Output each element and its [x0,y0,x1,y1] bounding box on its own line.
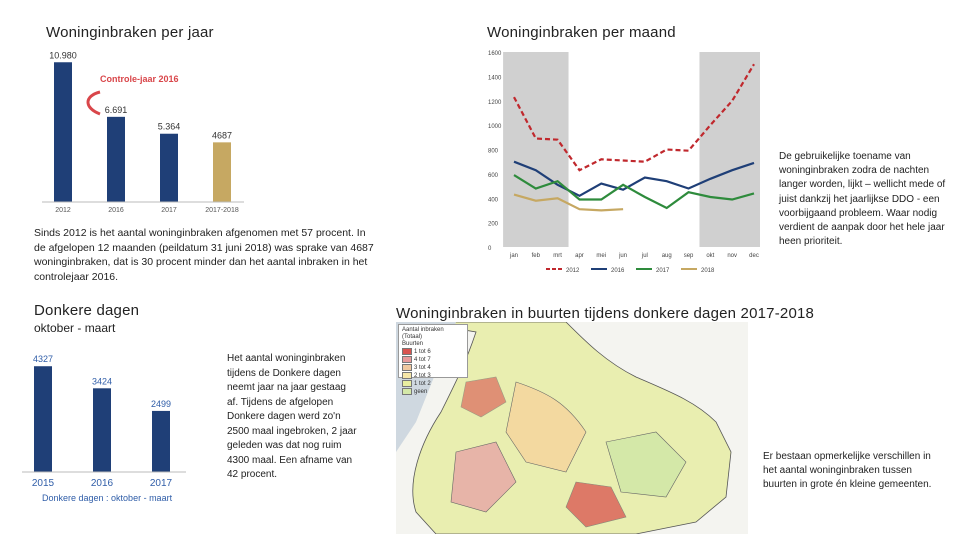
x-tick-label: feb [532,253,541,259]
map-legend-label: geen [414,389,428,396]
map-legend-label: 1 tot 6 [414,349,431,356]
bar-value-label: 4327 [33,354,53,364]
bar-2016 [107,116,125,202]
y-tick-label: 1600 [488,51,502,57]
bar-value-label: 5.364 [158,122,181,132]
map-region-east [605,431,687,498]
x-tick-label: mei [596,253,606,259]
map-legend: Aantal inbraken (Totaal) Buurten 1 tot 6… [398,324,468,395]
text-per-jaar: Sinds 2012 is het aantal woninginbraken … [34,227,374,283]
category-label: 2016 [108,207,124,214]
text-map: Er bestaan opmerkelijke verschillen in h… [763,451,932,491]
bar-2012 [54,62,72,202]
category-label: 2017-2018 [205,207,239,214]
bar-2017 [152,410,170,472]
y-tick-label: 1000 [488,124,502,130]
chart-per-jaar: 10.980 6.691 5.364 4687 2012 2016 2017 2017-20… [42,50,244,214]
bar-2017 [160,133,178,202]
chart-per-maand: 0 200 400 600 800 1000 1200 1400 1600 jan feb mrt a… [488,51,760,274]
donkere-dagen-caption: Donkere dagen : oktober - maart [42,493,173,503]
x-tick-label: nov [727,253,737,259]
bar-value-label: 6.691 [105,105,128,115]
y-tick-label: 600 [488,173,499,179]
map-legend-label: 1 tot 2 [414,381,431,388]
bar-2015 [34,366,52,472]
category-label: 2012 [55,207,71,214]
x-tick-label: sep [684,253,694,259]
map-legend-swatch [402,364,412,372]
x-tick-label: apr [575,253,584,259]
bar-2017-2018 [213,142,231,202]
map-legend-swatch [402,380,412,388]
map-legend-item: 3 tot 4 [402,364,464,372]
map-region-hotspot-north [460,376,507,418]
heading-per-maand: Woninginbraken per maand [487,24,676,41]
y-tick-label: 800 [488,149,499,155]
heading-donkere-dagen: Donkere dagen [34,302,140,319]
map-region-center [505,381,587,473]
controle-arrow [86,90,101,116]
legend-label: 2018 [701,268,715,274]
bar-value-label: 3424 [92,376,112,386]
map-legend-item: 2 tot 3 [402,372,464,380]
x-tick-label: jul [641,253,648,259]
subheading-donkere-dagen: oktober - maart [34,321,116,335]
x-tick-label: jun [618,253,627,259]
x-tick-label: okt [706,253,714,259]
category-label: 2015 [32,478,55,489]
map-region-hotspot [565,481,627,528]
series-line-2018 [513,193,624,212]
y-tick-label: 200 [488,222,499,228]
map-legend-sub: Buurten [402,341,424,347]
map-legend-item: 4 tot 7 [402,356,464,364]
bar-2016 [93,388,111,472]
map-legend-swatch [402,372,412,380]
heading-buurten: Woninginbraken in buurten tijdens donker… [396,305,815,322]
legend-label: 2017 [656,268,670,274]
map-legend-label: 2 tot 3 [414,373,431,380]
controle-annotation: Controle-jaar 2016 [100,74,179,84]
text-donkere-dagen: Het aantal woninginbraken tijdens de Don… [227,353,357,480]
map-legend-label: 3 tot 4 [414,365,431,372]
category-label: 2017 [161,207,177,214]
legend-label: 2016 [611,268,625,274]
x-tick-label: mrt [553,253,562,259]
map-legend-label: 4 tot 7 [414,357,431,364]
shade-donkere-dagen-eind [699,52,760,247]
y-tick-label: 1200 [488,100,502,106]
shade-donkere-dagen-begin [503,52,569,247]
map-legend-swatch [402,348,412,355]
map-legend-swatch [402,388,412,396]
text-per-maand: De gebruikelijke toename van woninginbra… [779,151,946,248]
map-legend-title: Aantal inbraken (Totaal) [402,327,444,340]
map-legend-item: geen [402,388,464,396]
y-tick-label: 1400 [488,75,502,81]
y-tick-label: 400 [488,197,499,203]
category-label: 2016 [91,478,114,489]
map-region-south [450,441,517,513]
map-legend-item: 1 tot 6 [402,348,464,356]
legend-label: 2012 [566,268,580,274]
chart-donkere-dagen: 4327 3424 2499 2015 2016 2017 Donkere dagen … [22,354,186,503]
y-tick-label: 0 [488,246,492,252]
series-line-2017 [513,174,755,210]
x-tick-label: dec [749,253,759,259]
map-legend-item: 1 tot 2 [402,380,464,388]
x-tick-label: aug [662,253,672,259]
heading-per-jaar: Woninginbraken per jaar [46,24,214,41]
x-tick-label: jan [509,253,518,259]
category-label: 2017 [150,478,173,489]
series-line-2012 [513,63,755,172]
map-legend-swatch [402,356,412,364]
bar-value-label: 4687 [212,130,232,140]
bar-value-label: 10.980 [49,50,77,60]
bar-value-label: 2499 [151,399,171,409]
